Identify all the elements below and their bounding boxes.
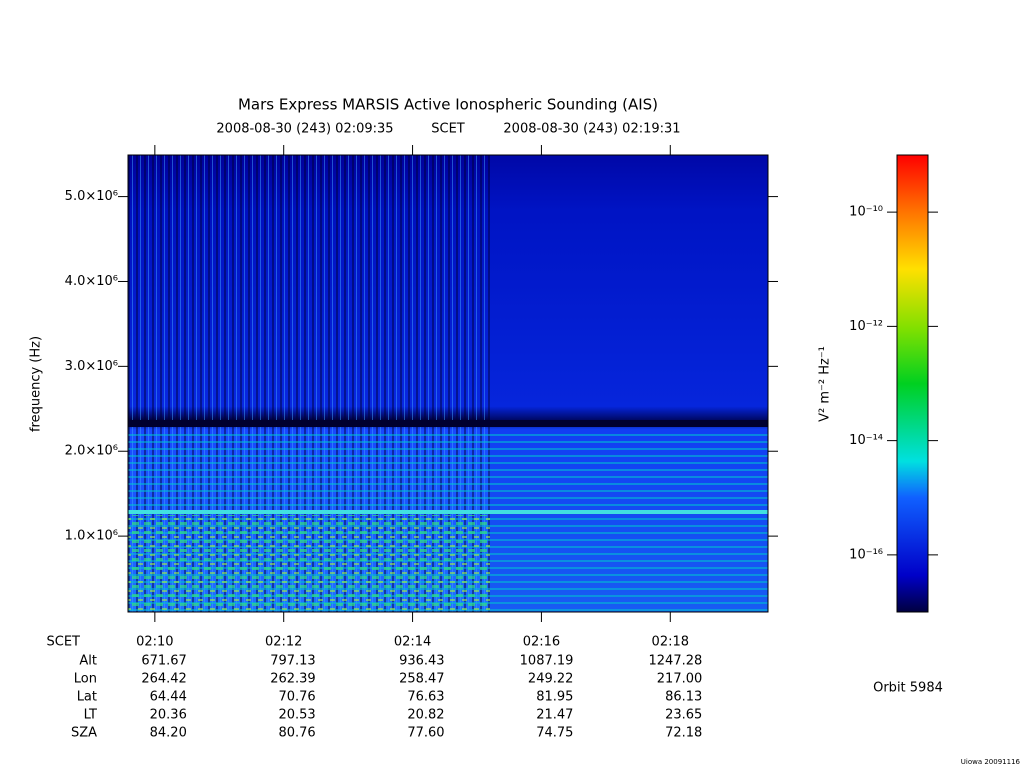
table-cell: 84.20 <box>150 726 187 741</box>
table-cell: 249.22 <box>528 672 574 687</box>
y-tick-label: 3.0×10⁶ <box>65 359 118 374</box>
colorbar-tick-label: 10⁻¹² <box>849 319 883 334</box>
table-cell: 23.65 <box>665 708 702 723</box>
y-tick-label: 2.0×10⁶ <box>65 444 118 459</box>
table-cell: 264.42 <box>141 672 187 687</box>
colorbar-tick-label: 10⁻¹⁴ <box>849 433 883 448</box>
colorbar-tick-label: 10⁻¹⁰ <box>849 205 883 220</box>
y-tick-label: 1.0×10⁶ <box>65 529 118 544</box>
table-cell: 20.36 <box>150 708 187 723</box>
table-row-label: Lon <box>74 672 97 687</box>
table-cell: 936.43 <box>399 654 445 669</box>
x-tick-label: 02:14 <box>394 635 431 650</box>
start-time: 2008-08-30 (243) 02:09:35 <box>216 122 393 137</box>
end-time: 2008-08-30 (243) 02:19:31 <box>503 122 680 137</box>
x-tick-label: 02:16 <box>523 635 560 650</box>
table-cell: 80.76 <box>278 726 315 741</box>
colorbar <box>896 154 929 613</box>
orbit: Orbit 5984 <box>873 681 943 696</box>
table-cell: 217.00 <box>657 672 703 687</box>
table-cell: 797.13 <box>270 654 316 669</box>
table-row-label: SZA <box>71 726 97 741</box>
table-cell: 20.82 <box>407 708 444 723</box>
y-axis-label: frequency (Hz) <box>29 336 44 432</box>
table-row-label: Lat <box>77 690 97 705</box>
table-cell: 86.13 <box>665 690 702 705</box>
x-tick-label: 02:12 <box>265 635 302 650</box>
table-cell: 21.47 <box>536 708 573 723</box>
x-tick-label: 02:10 <box>136 635 173 650</box>
table-cell: 74.75 <box>536 726 573 741</box>
table-cell: 77.60 <box>407 726 444 741</box>
table-row-label: LT <box>84 708 97 723</box>
table-cell: 258.47 <box>399 672 445 687</box>
time-label: SCET <box>431 122 465 137</box>
table-cell: 671.67 <box>141 654 187 669</box>
table-cell: 1087.19 <box>520 654 574 669</box>
table-cell: 76.63 <box>407 690 444 705</box>
y-tick-label: 5.0×10⁶ <box>65 189 118 204</box>
table-cell: 20.53 <box>278 708 315 723</box>
colorbar-tick-label: 10⁻¹⁶ <box>849 547 883 562</box>
y-tick-label: 4.0×10⁶ <box>65 274 118 289</box>
chart-title: Mars Express MARSIS Active Ionospheric S… <box>238 96 658 114</box>
table-row-label: Alt <box>79 654 97 669</box>
spectrogram <box>128 155 768 612</box>
table-header: SCET <box>47 635 81 650</box>
colorbar-label: V² m⁻² Hz⁻¹ <box>818 346 833 422</box>
plot-frame <box>127 154 769 613</box>
table-cell: 70.76 <box>278 690 315 705</box>
table-cell: 262.39 <box>270 672 316 687</box>
table-cell: 64.44 <box>150 690 187 705</box>
x-tick-label: 02:18 <box>652 635 689 650</box>
footer: Uiowa 20091116 <box>961 758 1021 766</box>
table-cell: 72.18 <box>665 726 702 741</box>
table-cell: 1247.28 <box>649 654 703 669</box>
table-cell: 81.95 <box>536 690 573 705</box>
